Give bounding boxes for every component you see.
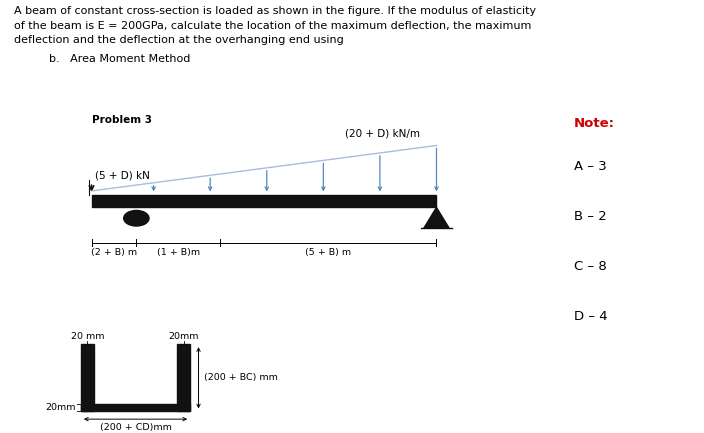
Text: (5 + D) kN: (5 + D) kN bbox=[95, 170, 150, 180]
Polygon shape bbox=[424, 207, 449, 228]
FancyBboxPatch shape bbox=[92, 195, 436, 207]
Text: Note:: Note: bbox=[574, 117, 615, 130]
Text: B – 2: B – 2 bbox=[574, 210, 607, 223]
FancyBboxPatch shape bbox=[81, 404, 190, 411]
FancyBboxPatch shape bbox=[81, 344, 94, 411]
Text: 20mm: 20mm bbox=[45, 403, 75, 412]
Text: A beam of constant cross-section is loaded as shown in the figure. If the modulu: A beam of constant cross-section is load… bbox=[14, 6, 536, 16]
Text: 20 mm: 20 mm bbox=[70, 332, 104, 341]
Text: D – 4: D – 4 bbox=[574, 310, 608, 323]
Text: (20 + D) kN/m: (20 + D) kN/m bbox=[345, 129, 420, 139]
Text: 20mm: 20mm bbox=[168, 332, 199, 341]
Circle shape bbox=[124, 210, 149, 226]
Text: (200 + CD)mm: (200 + CD)mm bbox=[99, 423, 172, 432]
Text: C – 8: C – 8 bbox=[574, 260, 607, 273]
Text: (2 + B) m: (2 + B) m bbox=[91, 248, 137, 257]
FancyBboxPatch shape bbox=[177, 344, 190, 411]
Text: Problem 3: Problem 3 bbox=[92, 115, 151, 125]
Text: b.   Area Moment Method: b. Area Moment Method bbox=[49, 54, 191, 64]
Text: (1 + B)m: (1 + B)m bbox=[157, 248, 200, 257]
Text: (5 + B) m: (5 + B) m bbox=[306, 248, 351, 257]
Text: A – 3: A – 3 bbox=[574, 160, 607, 173]
Text: (200 + BC) mm: (200 + BC) mm bbox=[204, 373, 278, 382]
Text: deflection and the deflection at the overhanging end using: deflection and the deflection at the ove… bbox=[14, 35, 344, 45]
Text: of the beam is E = 200GPa, calculate the location of the maximum deflection, the: of the beam is E = 200GPa, calculate the… bbox=[14, 21, 532, 31]
